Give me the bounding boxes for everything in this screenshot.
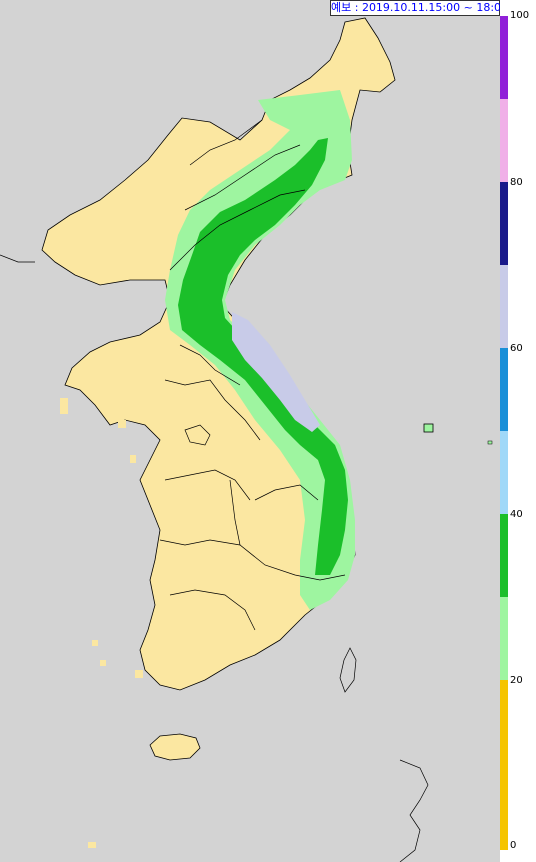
legend-band-80-90 — [500, 99, 508, 182]
china-coastline — [0, 254, 35, 263]
legend-tick-40: 40 — [510, 509, 523, 520]
legend-tick-0: 0 — [510, 840, 517, 851]
japan-coastline — [399, 759, 429, 862]
legend-band-20-30 — [500, 597, 508, 680]
legend-band-70-80 — [500, 182, 508, 265]
legend-band-40-50 — [500, 431, 508, 514]
legend-band-0-20 — [500, 680, 508, 850]
forecast-time-label: 예보 : 2019.10.11.15:00 ~ 18:00 — [330, 0, 509, 16]
legend-tick-20: 20 — [510, 675, 523, 686]
dokdo-island — [487, 440, 493, 445]
west-islands — [60, 398, 166, 848]
jeju-island — [149, 733, 201, 761]
zone-green — [178, 138, 348, 575]
legend-colorbar — [500, 0, 536, 862]
legend-band-90-100 — [500, 16, 508, 99]
legend-band-50-60 — [500, 348, 508, 431]
legend-tick-80: 80 — [510, 177, 523, 188]
legend-band-60-70 — [500, 265, 508, 348]
province-borders — [159, 119, 346, 631]
zone-lavender — [232, 312, 320, 432]
forecast-map — [0, 0, 500, 862]
ulleungdo-island — [423, 423, 434, 433]
tsushima-island — [339, 647, 357, 693]
legend-band-30-40 — [500, 514, 508, 597]
legend-tick-100: 100 — [510, 10, 530, 21]
legend-tick-60: 60 — [510, 343, 523, 354]
